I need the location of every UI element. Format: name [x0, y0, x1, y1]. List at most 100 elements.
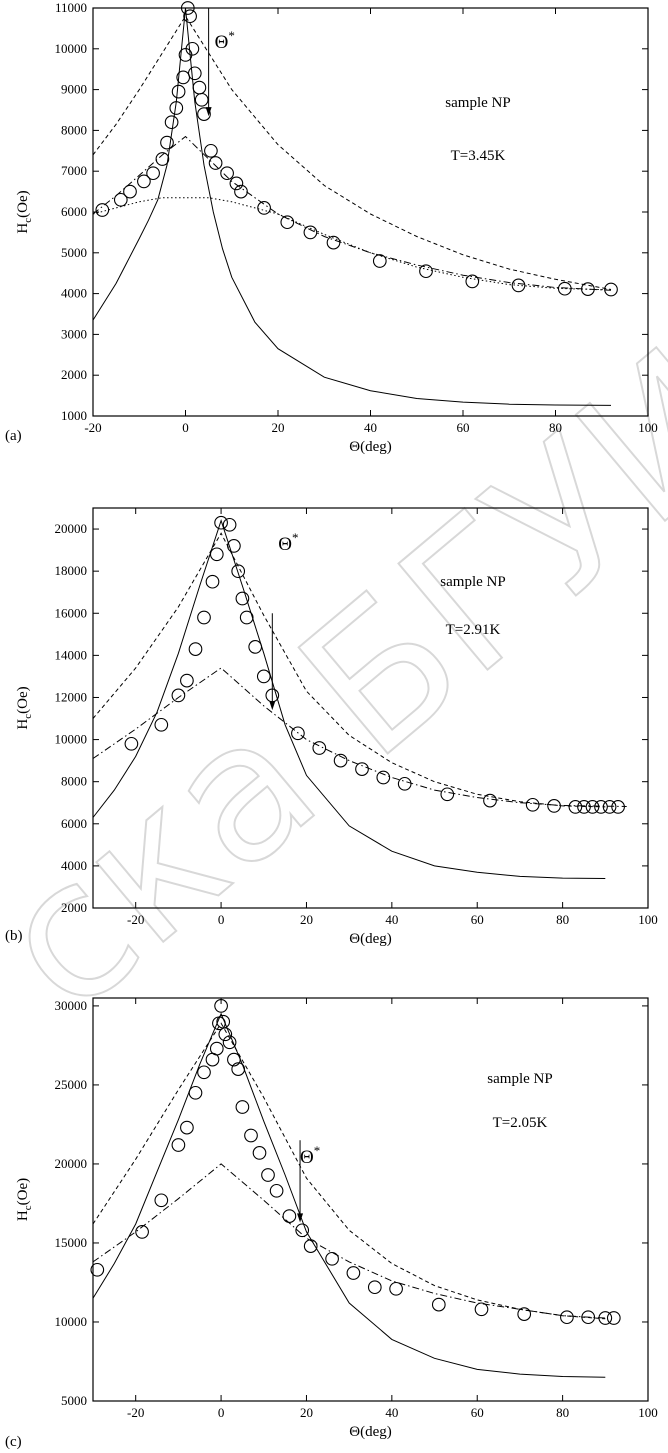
- x-tick-label: 0: [182, 420, 189, 435]
- data-point: [194, 92, 209, 107]
- data-point: [95, 203, 110, 217]
- data-point: [431, 1297, 446, 1312]
- y-tick-label: 4000: [61, 286, 87, 301]
- data-point: [355, 762, 369, 776]
- y-axis-label: Hc(Oe): [15, 1178, 34, 1221]
- sample-label: sample NP: [445, 95, 510, 111]
- data-point: [585, 800, 600, 814]
- y-tick-label: 6000: [61, 816, 87, 831]
- x-tick-label: 40: [364, 420, 377, 435]
- y-tick-label: 1000: [61, 408, 87, 423]
- panel-tag: (c): [5, 1434, 22, 1450]
- sample-label: sample NP: [440, 574, 505, 590]
- x-tick-label: -20: [84, 420, 101, 435]
- y-tick-label: 20000: [55, 1156, 88, 1171]
- x-tick-label: 20: [300, 1405, 313, 1420]
- data-point: [220, 166, 234, 181]
- x-tick-label: -20: [127, 1405, 144, 1420]
- data-point: [113, 192, 128, 207]
- data-point: [256, 669, 271, 684]
- panels: -20 0 20 40 60 80 1001000200030004000500060007…: [5, 0, 658, 1450]
- data-point: [171, 688, 186, 703]
- data-point: [511, 278, 526, 293]
- data-point: [517, 1307, 532, 1321]
- data-point: [303, 1239, 318, 1253]
- data-point: [483, 793, 497, 808]
- data-point: [581, 1310, 596, 1325]
- data-point: [137, 174, 151, 189]
- y-tick-label: 3000: [61, 326, 87, 341]
- data-point: [192, 80, 207, 95]
- x-tick-label: 0: [218, 1405, 225, 1420]
- y-tick-label: 18000: [55, 563, 88, 578]
- data-point: [160, 135, 174, 150]
- y-tick-label: 30000: [55, 998, 88, 1013]
- y-tick-label: 25000: [55, 1077, 88, 1092]
- data-point: [204, 143, 218, 158]
- data-point: [188, 1085, 203, 1100]
- curve-solid: [92, 7, 612, 406]
- data-point: [205, 574, 220, 589]
- x-axis-label: Θ(deg): [349, 931, 392, 947]
- theta-star-arrowhead: [297, 1213, 304, 1223]
- panel-tag: (b): [5, 928, 23, 944]
- plot-frame: [92, 7, 649, 417]
- y-tick-label: 16000: [55, 605, 88, 620]
- data-point: [188, 642, 203, 656]
- y-tick-label: 14000: [55, 647, 88, 662]
- data-point: [604, 282, 618, 297]
- data-point: [282, 1209, 297, 1223]
- data-point: [367, 1280, 382, 1295]
- y-tick-label: 6000: [61, 204, 87, 219]
- data-point: [227, 1052, 241, 1067]
- data-point: [594, 800, 608, 814]
- data-point: [171, 1138, 186, 1152]
- data-point: [214, 515, 228, 530]
- data-point: [312, 741, 327, 755]
- y-tick-label: 10000: [55, 41, 88, 56]
- y-tick-label: 15000: [55, 1235, 88, 1250]
- data-point: [169, 101, 184, 115]
- temperature-label: T=2.05K: [493, 1115, 548, 1131]
- y-tick-label: 8000: [61, 122, 87, 137]
- data-point: [419, 264, 433, 279]
- data-point: [135, 1225, 149, 1239]
- temperature-label: T=3.45K: [451, 148, 506, 164]
- data-point: [465, 274, 480, 289]
- x-tick-label: -20: [127, 912, 144, 927]
- x-tick-label: 0: [218, 912, 225, 927]
- y-tick-label: 11000: [55, 0, 87, 15]
- curve-dashdot: [92, 135, 612, 291]
- data-point: [389, 1281, 403, 1296]
- x-tick-label: 40: [385, 912, 398, 927]
- y-tick-label: 5000: [61, 245, 87, 260]
- chart-panel-c: -20 0 20 40 60 80 100 5000 10000 15000 20000 25000 3…: [5, 997, 658, 1450]
- watermark: ска БГУИР: [0, 233, 668, 1055]
- chart-panel-b: -20 0 20 40 60 80 100 2000 4000 6000 8000 10000 1200…: [5, 507, 658, 947]
- y-tick-label: 4000: [61, 858, 87, 873]
- y-tick-label: 2000: [61, 367, 87, 382]
- data-point: [577, 800, 591, 814]
- data-point: [180, 1120, 194, 1135]
- y-tick-label: 9000: [61, 82, 87, 97]
- curve-dashdot: [92, 667, 627, 807]
- data-point: [197, 1065, 211, 1080]
- data-point: [218, 1027, 233, 1042]
- data-point: [269, 1183, 284, 1198]
- data-point: [598, 1311, 613, 1325]
- curve-solid: [92, 1012, 606, 1378]
- data-point: [611, 800, 625, 814]
- data-point: [180, 673, 194, 688]
- sample-label: sample NP: [487, 1071, 552, 1087]
- temperature-label: T=2.91K: [446, 622, 501, 638]
- data-point: [372, 254, 387, 268]
- panel-tag: (a): [5, 428, 22, 444]
- x-tick-label: 100: [638, 912, 658, 927]
- theta-star-arrowhead: [269, 701, 276, 711]
- data-point: [229, 176, 244, 191]
- data-point: [155, 152, 170, 166]
- data-point: [90, 1262, 105, 1277]
- data-point: [183, 9, 197, 24]
- data-point: [214, 999, 228, 1013]
